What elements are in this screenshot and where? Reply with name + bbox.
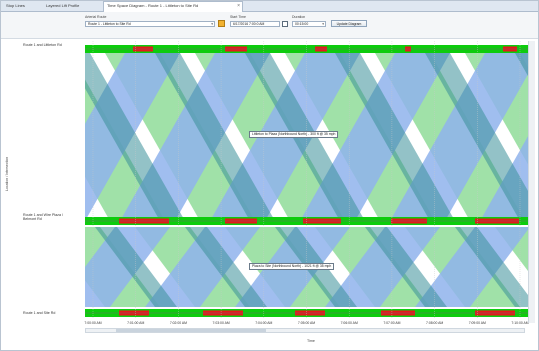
x-axis-title: Time — [307, 339, 315, 343]
update-diagram-button[interactable]: Update Diagram — [331, 20, 367, 27]
overlap-band — [155, 53, 275, 221]
chevron-down-icon: ▾ — [211, 22, 213, 26]
horizontal-scrollbar[interactable] — [85, 328, 525, 333]
segment-annotation-1: Littleton to Plaza (Northbound North) - … — [249, 131, 339, 138]
route-dropdown[interactable]: Route 1 - Littleton to Site Rd ▾ — [85, 21, 215, 27]
scroll-thumb[interactable] — [116, 329, 266, 332]
segment-annotation-2: Plaza to Site (Northbound North) - 1021 … — [249, 263, 335, 270]
time-tick-label: 7:06:00 AM — [340, 321, 358, 325]
overlap-band — [425, 53, 528, 221]
time-tick-label: 7:08:00 AM — [426, 321, 444, 325]
overlap-band — [335, 53, 455, 221]
overlap-band — [85, 53, 185, 221]
time-tick-label: 7:01:00 AM — [127, 321, 145, 325]
tab-label: Layered Lift Profile — [46, 3, 80, 8]
time-tick-label: 7:05:00 AM — [297, 321, 316, 325]
overlap-band — [185, 227, 267, 307]
tab-label: Stop Lines — [6, 3, 25, 8]
route-value: Route 1 - Littleton to Site Rd — [88, 22, 131, 26]
signal-label-site: Route 1 and Site Rd — [23, 311, 56, 315]
time-tick-label: 7:10:00 AM — [511, 321, 529, 325]
tab-strip: Stop Lines Layered Lift Profile Time Spa… — [1, 1, 538, 12]
duration-label: Duration — [292, 15, 306, 19]
tab-label: Time Space Diagram - Route 1 - Littleton… — [107, 3, 199, 8]
start-time-value: 6/17/2016 7:00:0 AM — [233, 22, 265, 26]
time-gridlines — [92, 41, 521, 319]
tab-layered-lift-profile[interactable]: Layered Lift Profile — [43, 2, 107, 10]
time-tick-label: 7:03:00 AM — [212, 321, 230, 325]
time-space-chart — [85, 41, 528, 323]
route-edit-icon[interactable] — [218, 20, 225, 27]
route-label: Arterial Route — [85, 15, 107, 19]
time-tick-label: 7:09:00 AM — [468, 321, 486, 325]
close-icon[interactable]: × — [237, 3, 240, 9]
calendar-icon[interactable] — [282, 21, 288, 27]
y-axis-title: Location / Intersection — [5, 156, 9, 191]
tab-time-space-diagram[interactable]: Time Space Diagram - Route 1 - Littleton… — [103, 1, 243, 12]
tab-stop-lines[interactable]: Stop Lines — [3, 2, 47, 10]
southbound-band — [325, 227, 440, 307]
overlap-band — [455, 227, 528, 307]
overlap-band — [365, 227, 447, 307]
southbound-band — [415, 227, 528, 307]
toolbar: Arterial Route Route 1 - Littleton to Si… — [1, 12, 538, 39]
signal-label-plaza: Route 1 and Wire Plaza / Belmont Rd — [23, 213, 63, 222]
overlap-band — [95, 227, 177, 307]
vertical-scrollbar[interactable] — [528, 41, 535, 323]
duration-input[interactable]: 00:15:00 ▾ — [292, 21, 326, 27]
time-tick-label: 7:00:00 AM — [84, 321, 102, 325]
overlap-band — [515, 53, 528, 76]
start-time-label: Start Time — [230, 15, 246, 19]
time-tick-label: 7:07:00 AM — [383, 321, 401, 325]
start-time-input[interactable]: 6/17/2016 7:00:0 AM — [230, 21, 280, 27]
chevron-down-icon: ▾ — [322, 22, 324, 26]
time-tick-label: 7:04:00 AM — [255, 321, 273, 325]
southbound-band — [145, 227, 260, 307]
duration-value: 00:15:00 — [295, 22, 309, 26]
signal-label-littleton: Route 1 and Littleton Rd — [23, 43, 62, 47]
time-tick-label: 7:02:00 AM — [169, 321, 187, 325]
